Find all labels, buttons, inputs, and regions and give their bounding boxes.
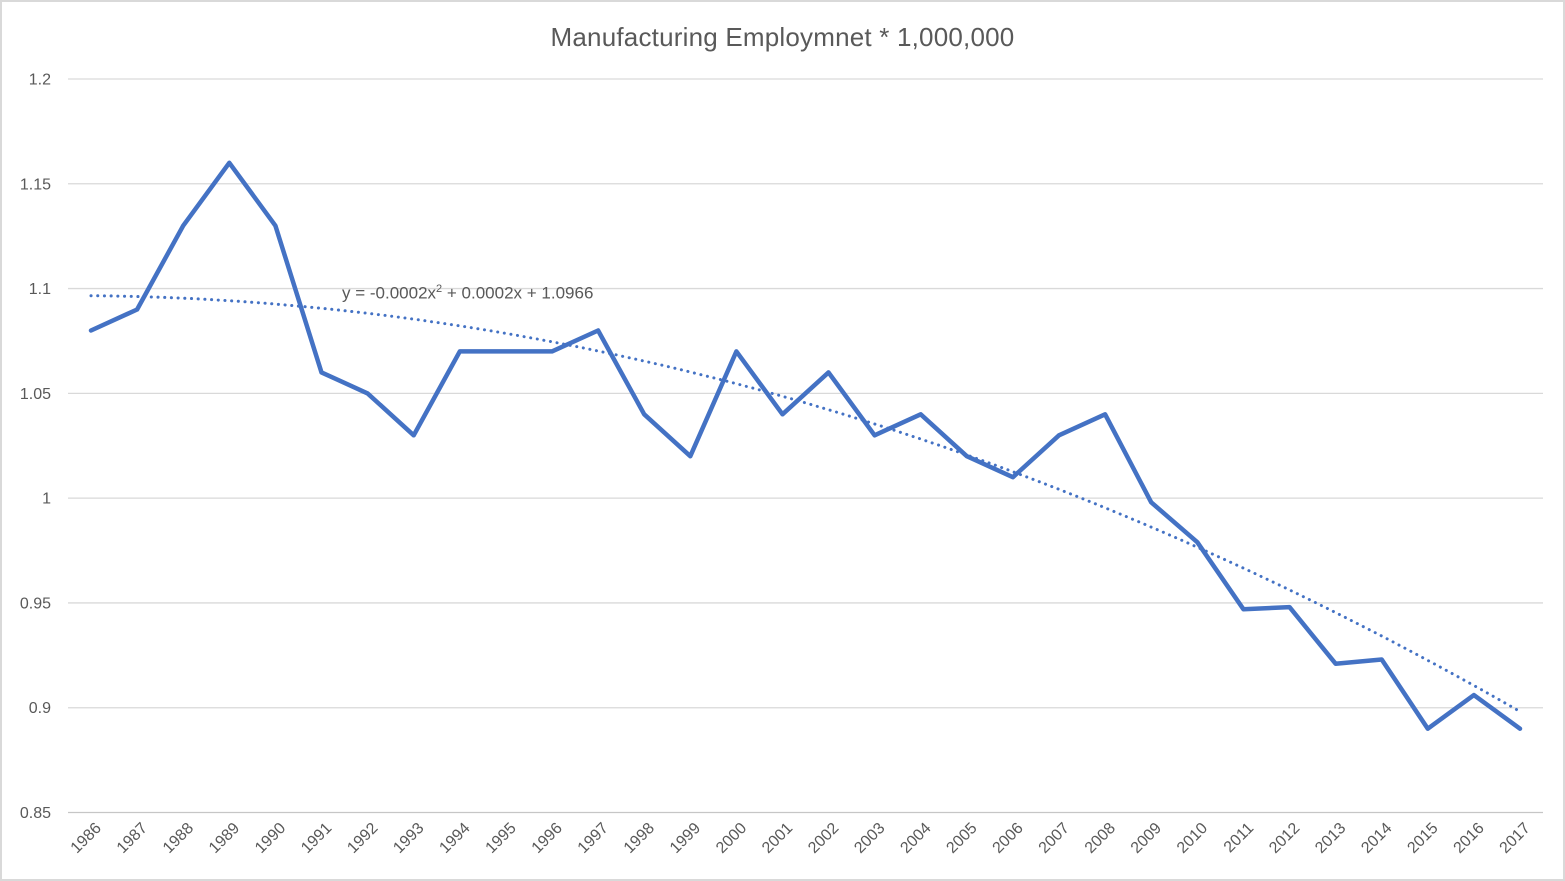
x-tick-label: 1993 bbox=[390, 820, 427, 857]
x-tick-label: 1999 bbox=[667, 820, 704, 857]
chart-title: Manufacturing Employmnet * 1,000,000 bbox=[550, 22, 1015, 52]
x-tick-label: 2006 bbox=[990, 820, 1027, 857]
x-tick-label: 1997 bbox=[575, 820, 612, 857]
x-tick-label: 2014 bbox=[1358, 820, 1395, 857]
x-tick-label: 2000 bbox=[713, 820, 750, 857]
x-tick-label: 1992 bbox=[344, 820, 381, 857]
y-tick-label: 1 bbox=[42, 491, 51, 508]
x-tick-label: 2016 bbox=[1450, 820, 1487, 857]
x-tick-label: 2005 bbox=[943, 820, 980, 857]
polynomial-trendline bbox=[89, 294, 1522, 713]
x-tick-label: 2013 bbox=[1312, 820, 1349, 857]
x-tick-label: 1987 bbox=[114, 820, 151, 857]
x-tick-label: 1988 bbox=[160, 820, 197, 857]
equation-text-prefix: y = -0.0002x bbox=[342, 283, 437, 303]
x-tick-label: 2001 bbox=[759, 820, 796, 857]
x-tick-label: 1986 bbox=[68, 820, 105, 857]
y-tick-label: 1.15 bbox=[20, 176, 51, 193]
x-tick-label: 1994 bbox=[436, 820, 473, 857]
y-tick-label: 1.1 bbox=[29, 281, 51, 298]
x-tick-label: 2003 bbox=[851, 820, 888, 857]
x-tick-label: 2017 bbox=[1497, 820, 1534, 857]
equation-text-suffix: + 0.0002x + 1.0966 bbox=[442, 283, 594, 303]
trendline-equation-label: y = -0.0002x2 + 0.0002x + 1.0966 bbox=[342, 283, 593, 304]
x-tick-label: 2008 bbox=[1082, 820, 1119, 857]
equation-exponent: 2 bbox=[436, 283, 443, 295]
employment-series-line bbox=[88, 160, 1523, 731]
x-tick-label: 1990 bbox=[252, 820, 289, 857]
y-tick-label: 0.85 bbox=[20, 805, 51, 822]
x-tick-label: 1991 bbox=[298, 820, 335, 857]
x-tick-label: 2011 bbox=[1221, 820, 1257, 856]
x-tick-label: 2012 bbox=[1266, 820, 1303, 857]
x-tick-label: 2007 bbox=[1036, 820, 1073, 857]
y-tick-label: 1.2 bbox=[29, 72, 51, 89]
x-tick-label: 2004 bbox=[897, 820, 934, 857]
y-tick-label: 1.05 bbox=[20, 386, 51, 403]
y-tick-label: 0.95 bbox=[20, 595, 51, 612]
x-tick-label: 2015 bbox=[1404, 820, 1441, 857]
y-tick-label: 0.9 bbox=[29, 700, 51, 717]
x-tick-label: 1995 bbox=[483, 820, 520, 857]
x-tick-label: 1989 bbox=[206, 820, 243, 857]
x-tick-label: 2010 bbox=[1174, 820, 1211, 857]
x-tick-label: 1998 bbox=[621, 820, 658, 857]
x-tick-label: 1996 bbox=[529, 820, 566, 857]
x-tick-label: 2002 bbox=[805, 820, 842, 857]
x-tick-label: 2009 bbox=[1128, 820, 1165, 857]
